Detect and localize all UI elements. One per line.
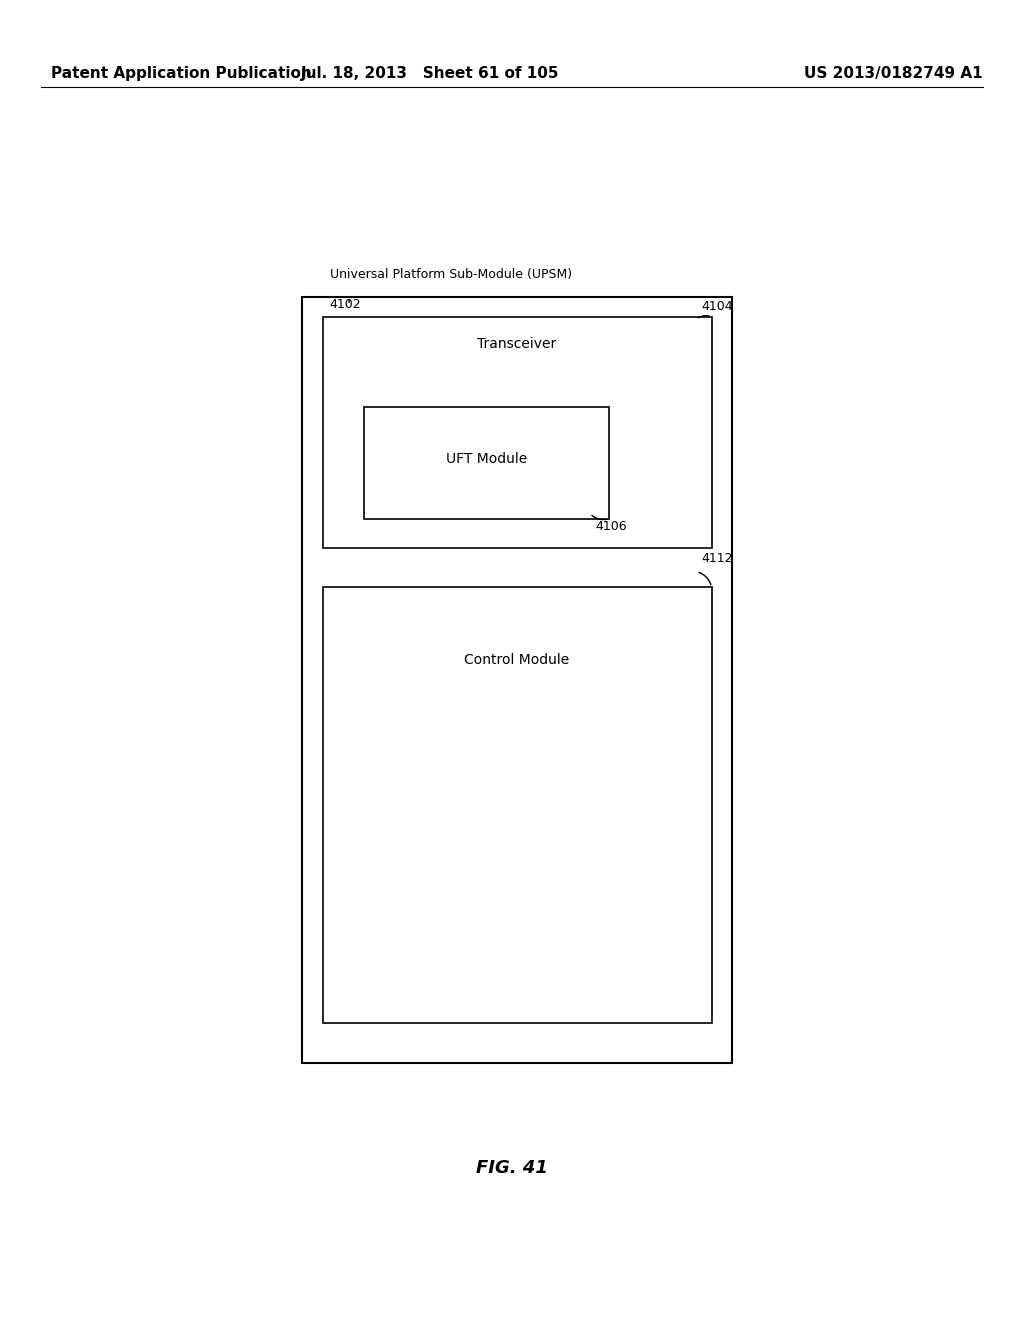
Text: Universal Platform Sub-Module (UPSM): Universal Platform Sub-Module (UPSM)	[330, 268, 571, 281]
Text: Jul. 18, 2013   Sheet 61 of 105: Jul. 18, 2013 Sheet 61 of 105	[301, 66, 559, 82]
FancyBboxPatch shape	[364, 407, 609, 519]
FancyBboxPatch shape	[323, 317, 712, 548]
Text: 4102: 4102	[330, 298, 361, 312]
Text: FIG. 41: FIG. 41	[476, 1159, 548, 1177]
Text: UFT Module: UFT Module	[445, 453, 527, 466]
Text: 4106: 4106	[595, 520, 627, 533]
Text: 4112: 4112	[701, 552, 733, 565]
Text: Control Module: Control Module	[465, 653, 569, 667]
Text: Patent Application Publication: Patent Application Publication	[51, 66, 312, 82]
Text: Transceiver: Transceiver	[477, 337, 557, 351]
FancyBboxPatch shape	[302, 297, 732, 1063]
Text: US 2013/0182749 A1: US 2013/0182749 A1	[805, 66, 983, 82]
Text: 4104: 4104	[701, 300, 733, 313]
FancyBboxPatch shape	[323, 587, 712, 1023]
